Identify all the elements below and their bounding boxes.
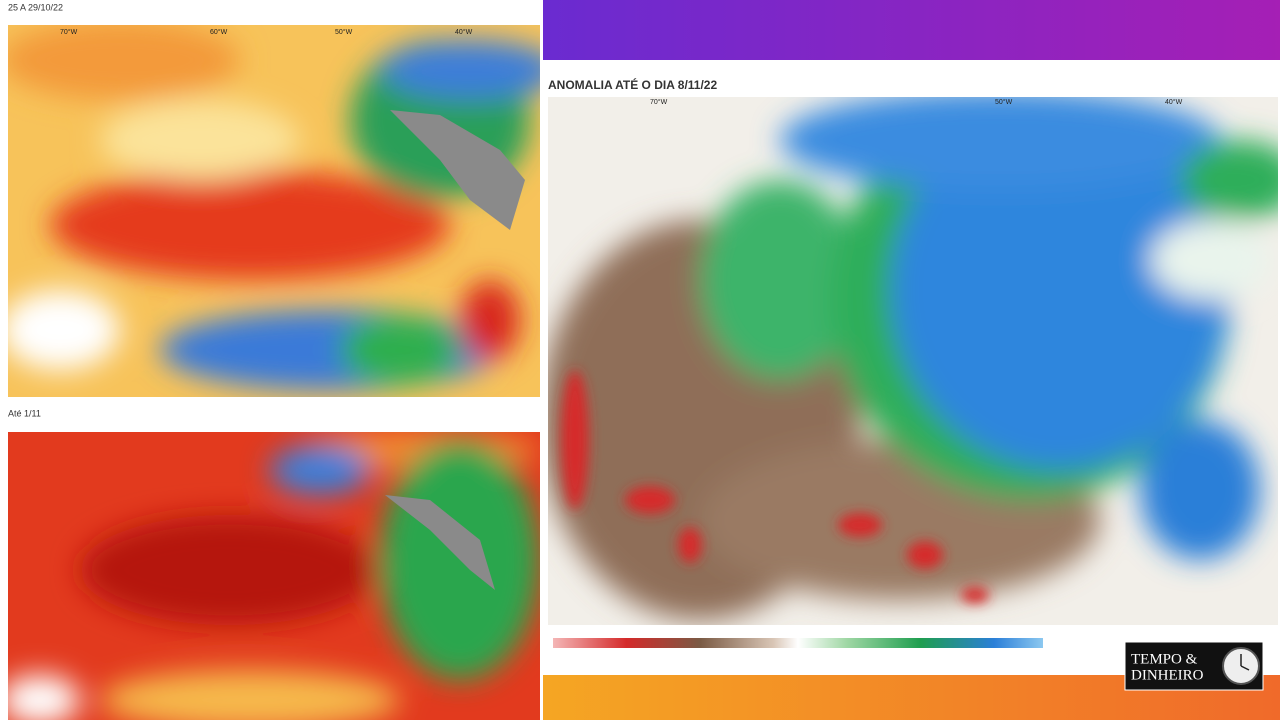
map-bottom bbox=[8, 432, 540, 720]
logo-text: TEMPO & bbox=[1131, 651, 1198, 667]
logo-text: DINHEIRO bbox=[1131, 667, 1204, 683]
lon-label: 50°W bbox=[335, 28, 353, 36]
lon-label: 70°W bbox=[650, 98, 668, 106]
colorbar bbox=[553, 638, 1043, 648]
map-main bbox=[548, 97, 1278, 625]
lon-label: 50°W bbox=[995, 98, 1013, 106]
lon-label: 40°W bbox=[1165, 98, 1183, 106]
lon-label: 70°W bbox=[60, 28, 78, 36]
logo: TEMPO & DINHEIRO bbox=[1124, 641, 1264, 691]
lon-label: 40°W bbox=[455, 28, 473, 36]
map-title: ANOMALIA ATÉ O DIA 8/11/22 bbox=[548, 77, 717, 92]
panel-label: 25 A 29/10/22 bbox=[8, 2, 63, 12]
panel-label: Até 1/11 bbox=[8, 408, 41, 418]
lon-label: 60°W bbox=[210, 28, 228, 36]
map-top bbox=[8, 25, 540, 397]
